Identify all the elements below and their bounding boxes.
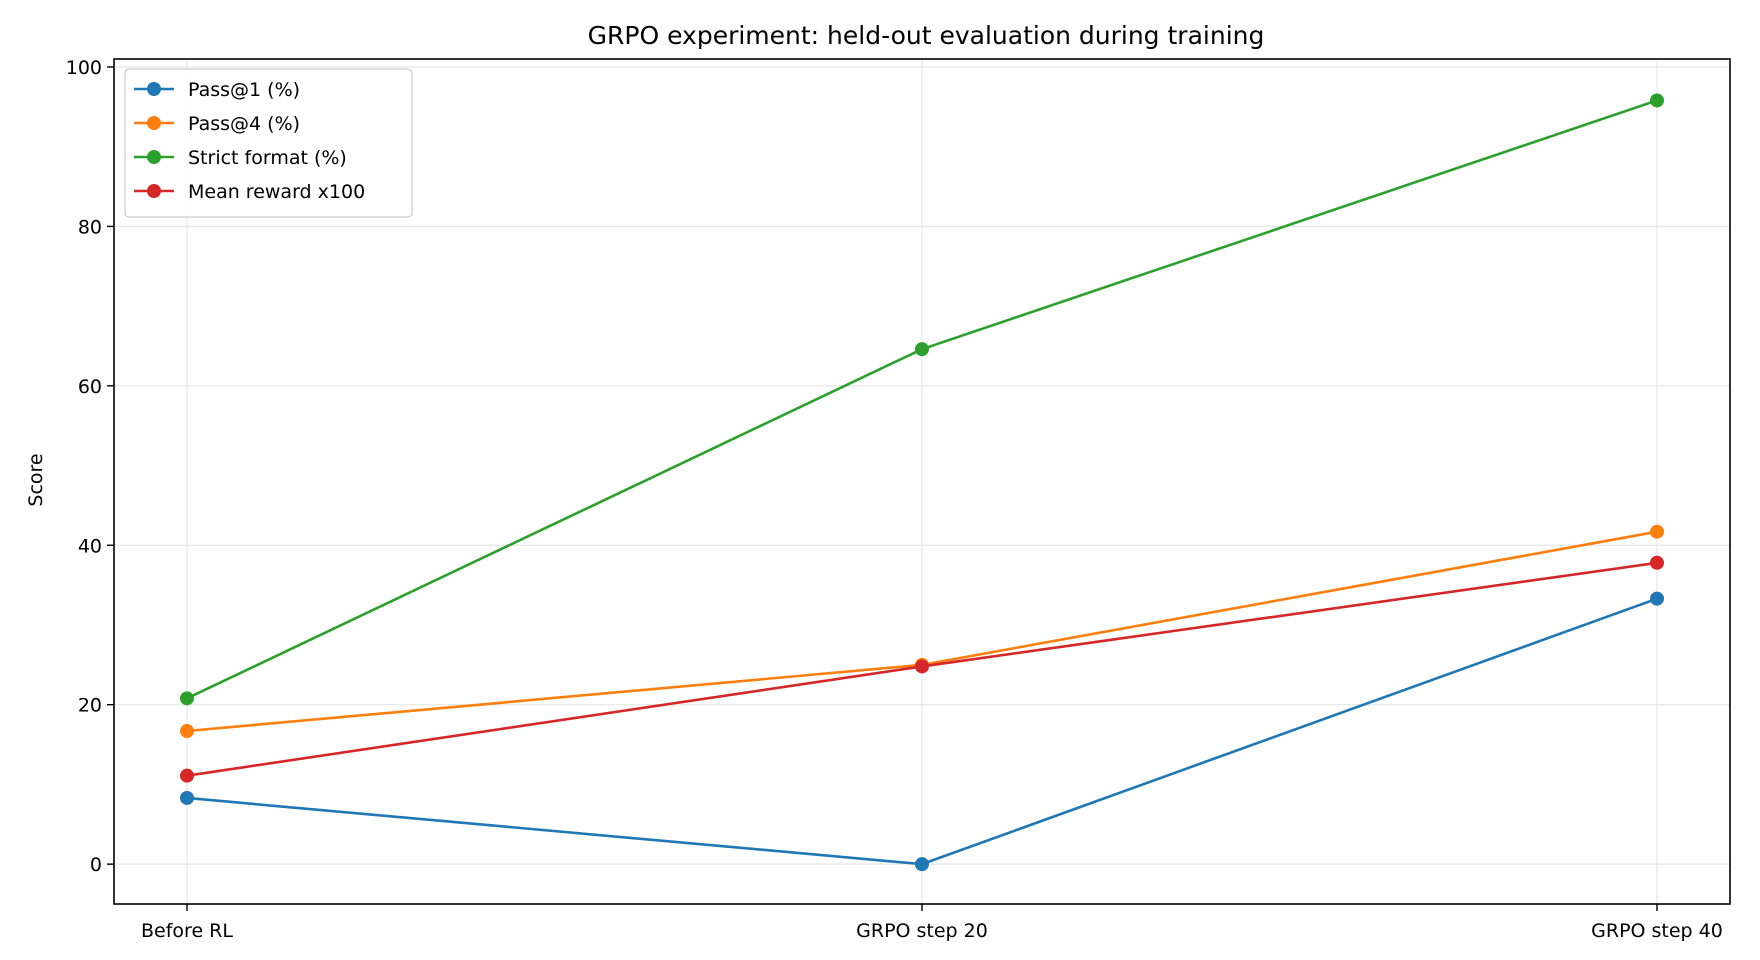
y-tick-label: 100 [66, 57, 102, 79]
legend-entry: Mean reward x100 [134, 181, 365, 203]
y-tick-label: 80 [78, 216, 102, 238]
data-point [915, 857, 929, 872]
y-tick-label: 0 [90, 854, 102, 876]
series-3 [180, 555, 1664, 783]
series-0 [180, 591, 1664, 872]
legend-entry: Pass@1 (%) [134, 79, 300, 101]
legend-entry: Pass@4 (%) [134, 113, 300, 135]
data-point [180, 790, 194, 805]
x-tick-label: GRPO step 40 [1591, 920, 1723, 942]
data-point [1650, 524, 1664, 539]
data-point [180, 768, 194, 783]
y-tick-label: 60 [78, 376, 102, 398]
y-axis-label: Score [25, 453, 47, 506]
legend: Pass@1 (%) Pass@4 (%) Strict format (%) Mea… [124, 68, 413, 218]
legend-swatch-marker [147, 184, 161, 198]
chart-title: GRPO experiment: held-out evaluation dur… [588, 21, 1265, 50]
x-axis: Before RL GRPO step 20 GRPO step 40 [141, 904, 1723, 942]
x-tick-label: Before RL [141, 920, 233, 942]
series-layer [180, 93, 1664, 872]
legend-label: Pass@4 (%) [188, 113, 300, 135]
legend-label: Pass@1 (%) [188, 79, 300, 101]
y-tick-label: 20 [78, 695, 102, 717]
legend-entry: Strict format (%) [134, 147, 347, 169]
data-point [180, 724, 194, 739]
data-point [180, 691, 194, 706]
legend-label: Strict format (%) [188, 147, 347, 169]
y-axis: 0 20 40 60 80 100 [66, 57, 114, 876]
data-point [1650, 93, 1664, 108]
grid-lines [114, 59, 1730, 904]
y-tick-label: 40 [78, 535, 102, 557]
x-tick-label: GRPO step 20 [856, 920, 988, 942]
legend-label: Mean reward x100 [188, 181, 365, 203]
legend-box [124, 68, 413, 218]
series-2 [180, 93, 1664, 706]
data-point [915, 342, 929, 357]
legend-swatch-marker [147, 82, 161, 96]
legend-swatch-marker [147, 116, 161, 130]
data-point [915, 659, 929, 674]
legend-swatch-marker [147, 150, 161, 164]
data-point [1650, 591, 1664, 606]
data-point [1650, 555, 1664, 570]
